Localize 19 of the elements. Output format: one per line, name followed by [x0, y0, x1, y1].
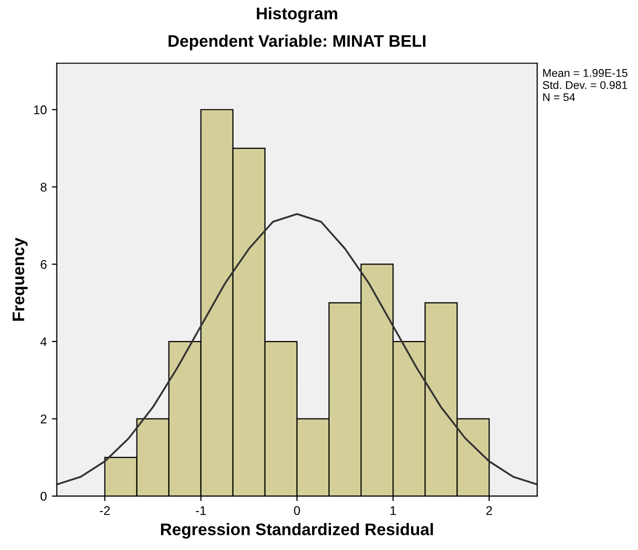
- x-tick-label: -1: [196, 506, 206, 515]
- y-tick-label: 4: [40, 337, 47, 346]
- y-tick-label: 10: [34, 105, 47, 114]
- text: Mean = 1.99E-15: [543, 69, 628, 77]
- y-tick-label: 0: [40, 492, 47, 501]
- chart-subtitle: Dependent Variable: MINAT BELI: [168, 34, 426, 50]
- y-tick-label: 2: [40, 414, 46, 424]
- x-tick-label: -2: [100, 506, 110, 515]
- chart-title: Histogram: [256, 7, 338, 23]
- y-tick-label: 6: [40, 260, 47, 269]
- y-tick-label: 8: [40, 182, 47, 192]
- text: N = 54: [543, 93, 576, 102]
- y-axis-title: Frequency: [12, 238, 28, 321]
- line-series: [56, 213, 538, 486]
- text: Std. Dev. = 0.981: [542, 80, 628, 90]
- x-tick-label: 0: [294, 506, 300, 516]
- x-tick-label: 1: [390, 506, 396, 515]
- x-axis-title: Regression Standardized Residual: [161, 523, 433, 539]
- x-tick-label: 2: [486, 506, 492, 515]
